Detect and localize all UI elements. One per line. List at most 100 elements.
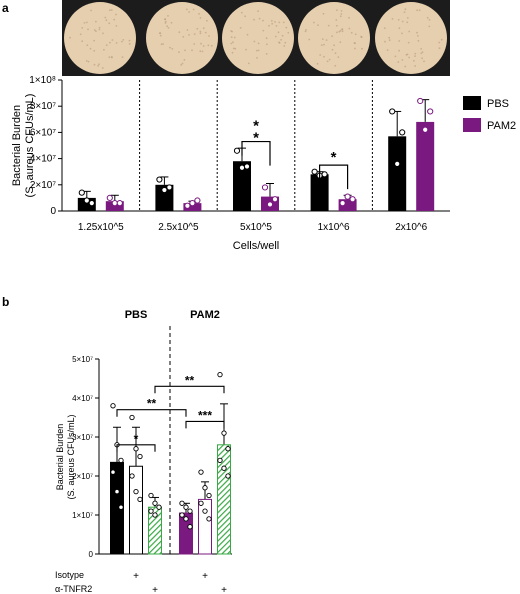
- plate-colony: [196, 27, 199, 30]
- b-data-point: [114, 488, 120, 495]
- a-data-point: [417, 97, 424, 105]
- plate-colony: [398, 49, 400, 52]
- panel-a-label: a: [2, 1, 9, 15]
- plate-colony: [98, 28, 101, 31]
- b-data-point: [217, 371, 223, 378]
- b-data-point: [179, 500, 185, 506]
- plate-colony: [169, 46, 171, 49]
- b-data-point: [137, 496, 143, 503]
- plate-colony: [321, 38, 324, 40]
- plate-colony: [397, 61, 400, 63]
- plate-colony: [232, 41, 234, 44]
- b-y-axis-label: Bacterial Burden(S. aureus CFUs/mL): [55, 414, 76, 499]
- a-bar-pbs: [310, 174, 329, 211]
- plate-colony: [333, 44, 335, 47]
- plate-colony: [232, 47, 235, 50]
- plate-colony: [204, 31, 207, 34]
- b-data-point: [206, 492, 212, 499]
- plate-2: [146, 2, 218, 74]
- plate-colony: [336, 24, 338, 27]
- a-bar-pbs: [233, 161, 251, 211]
- a-significance-star: *: [253, 130, 259, 147]
- plate-colony: [305, 29, 307, 31]
- b-data-point: [221, 465, 227, 471]
- plate-colony: [336, 9, 338, 12]
- b-tnfr2-mark: +: [221, 585, 227, 594]
- plate-colony: [360, 35, 362, 38]
- plate-colony: [257, 10, 259, 13]
- plate-colony: [406, 21, 409, 24]
- plate-colony: [87, 60, 90, 63]
- a-y-tick-label: 4×10⁷: [30, 154, 57, 165]
- plate-colony: [170, 21, 173, 24]
- plate-colony: [278, 21, 281, 24]
- plate-colony: [188, 11, 191, 13]
- plate-colony: [257, 42, 260, 45]
- b-data-point: [148, 492, 154, 499]
- b-bar: [198, 498, 212, 555]
- plate-colony: [178, 51, 180, 53]
- a-data-point: [106, 194, 113, 201]
- plate-colony: [401, 20, 404, 23]
- a-data-point: [321, 171, 328, 178]
- b-group-label: PAM2: [190, 309, 220, 321]
- plate-colony: [164, 22, 167, 24]
- a-data-point: [243, 163, 251, 170]
- plate-colony: [95, 20, 97, 23]
- a-data-point: [189, 200, 196, 207]
- plate-colony: [256, 57, 258, 59]
- plate-colony: [354, 47, 356, 50]
- plate-colony: [202, 27, 205, 30]
- plate-colony: [320, 44, 323, 46]
- b-significance-bracket: [116, 409, 187, 417]
- plate-colony: [185, 8, 188, 11]
- plate-colony: [158, 32, 161, 34]
- plate-colony: [199, 30, 202, 33]
- b-data-point: [118, 504, 124, 510]
- plate-disc: [146, 2, 218, 74]
- plate-disc: [222, 2, 294, 74]
- a-significance-bracket: [241, 140, 271, 166]
- plate-colony: [421, 57, 423, 60]
- a-data-point: [233, 147, 241, 154]
- plate-colony: [336, 31, 338, 34]
- a-data-point: [166, 184, 173, 191]
- b-significance-label: *: [134, 432, 139, 446]
- plate-colony: [403, 11, 406, 14]
- plate-colony: [87, 28, 89, 31]
- plate-4: [298, 2, 370, 74]
- plate-colony: [210, 44, 213, 47]
- plate-colony: [408, 56, 410, 59]
- b-data-point: [202, 485, 208, 491]
- a-y-tick-label: 8×10⁷: [30, 101, 57, 112]
- b-significance-label: ***: [198, 408, 212, 422]
- plate-colony: [128, 43, 131, 45]
- plate-colony: [113, 18, 116, 21]
- plate-colony: [240, 11, 243, 14]
- plate-colony: [278, 41, 280, 44]
- plate-colony: [323, 43, 325, 46]
- plate-colony: [268, 24, 270, 27]
- plate-colony: [414, 65, 416, 67]
- a-data-point: [399, 129, 406, 136]
- b-row-label-tnfr2: α-TNFR2: [55, 584, 92, 594]
- plate-colony: [81, 27, 84, 29]
- plate-colony: [121, 56, 124, 58]
- plate-colony: [391, 18, 394, 20]
- plate-colony: [246, 33, 249, 36]
- b-y-tick-label: 0: [89, 550, 94, 559]
- plate-colony: [69, 36, 71, 39]
- plate-colony: [401, 59, 404, 61]
- b-data-point: [137, 453, 143, 460]
- a-bar-pam2: [416, 121, 435, 211]
- b-data-point: [152, 500, 158, 506]
- plate-colony: [418, 9, 421, 12]
- plate-colony: [331, 35, 333, 37]
- plate-colony: [86, 21, 88, 24]
- plate-colony: [339, 15, 342, 18]
- plate-colony: [115, 42, 118, 44]
- plate-colony: [348, 27, 351, 30]
- b-data-point: [110, 469, 116, 475]
- plate-colony: [108, 22, 111, 25]
- plate-disc: [375, 2, 447, 74]
